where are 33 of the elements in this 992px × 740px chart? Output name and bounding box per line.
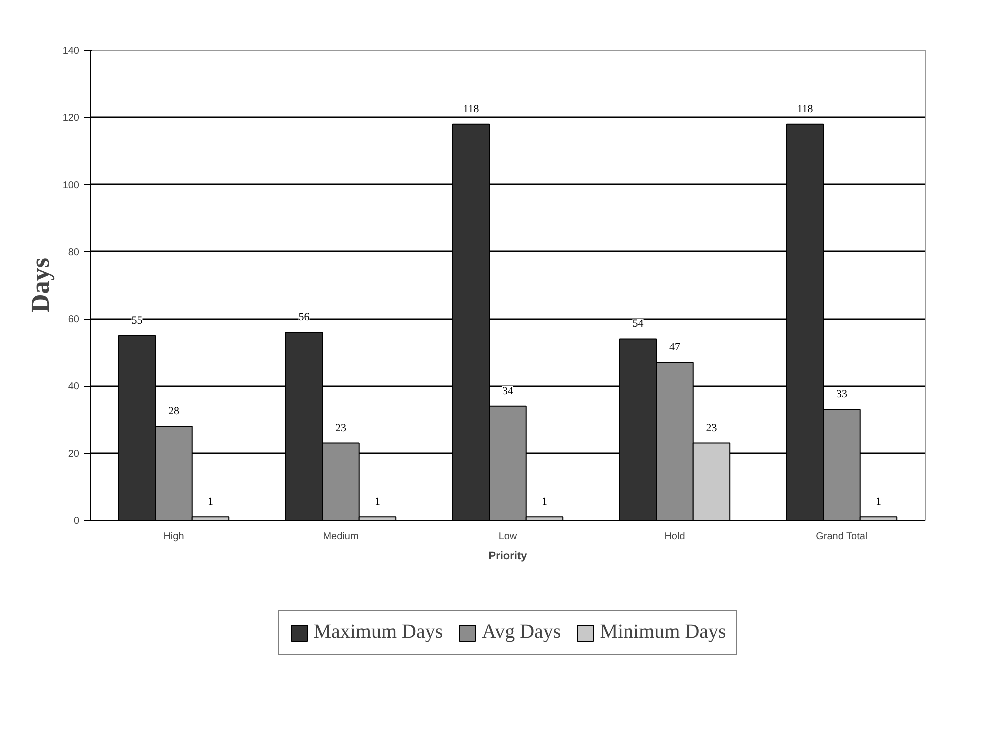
data-label: 1: [542, 496, 548, 508]
y-tick-label: 60: [68, 314, 80, 326]
x-axis-title: Priority: [488, 550, 528, 562]
data-label: 34: [502, 385, 514, 398]
y-tick-label: 20: [68, 448, 80, 460]
legend-label: Avg Days: [482, 621, 562, 644]
x-tick-label: Medium: [323, 532, 359, 542]
data-label: 23: [336, 422, 347, 434]
legend-label: Minimum Days: [600, 621, 726, 644]
data-label: 55: [132, 314, 144, 327]
data-label: 56: [298, 312, 310, 324]
data-label: 47: [670, 342, 681, 354]
y-tick-label: 100: [62, 180, 80, 192]
data-label: 33: [836, 388, 848, 401]
y-tick-label: 80: [68, 247, 80, 258]
x-tick-label: Low: [498, 532, 518, 542]
data-label: 54: [632, 318, 644, 330]
data-label: 23: [706, 422, 718, 434]
x-tick-label: Grand Total: [816, 532, 868, 542]
data-label: 1: [374, 496, 380, 508]
x-tick-label: High: [164, 532, 184, 542]
x-tick-label: Hold: [664, 532, 686, 542]
data-label: 28: [168, 406, 180, 418]
data-label: 118: [797, 103, 814, 116]
data-label: 118: [463, 103, 480, 116]
y-axis-title: Days: [26, 258, 55, 313]
data-label: 1: [208, 496, 214, 508]
y-tick-label: 140: [62, 46, 80, 57]
y-tick-label: 0: [74, 516, 80, 527]
y-tick-label: 40: [68, 382, 80, 393]
y-tick-label: 120: [62, 113, 80, 124]
data-label: 1: [876, 496, 882, 508]
legend-label: Maximum Days: [314, 621, 444, 644]
